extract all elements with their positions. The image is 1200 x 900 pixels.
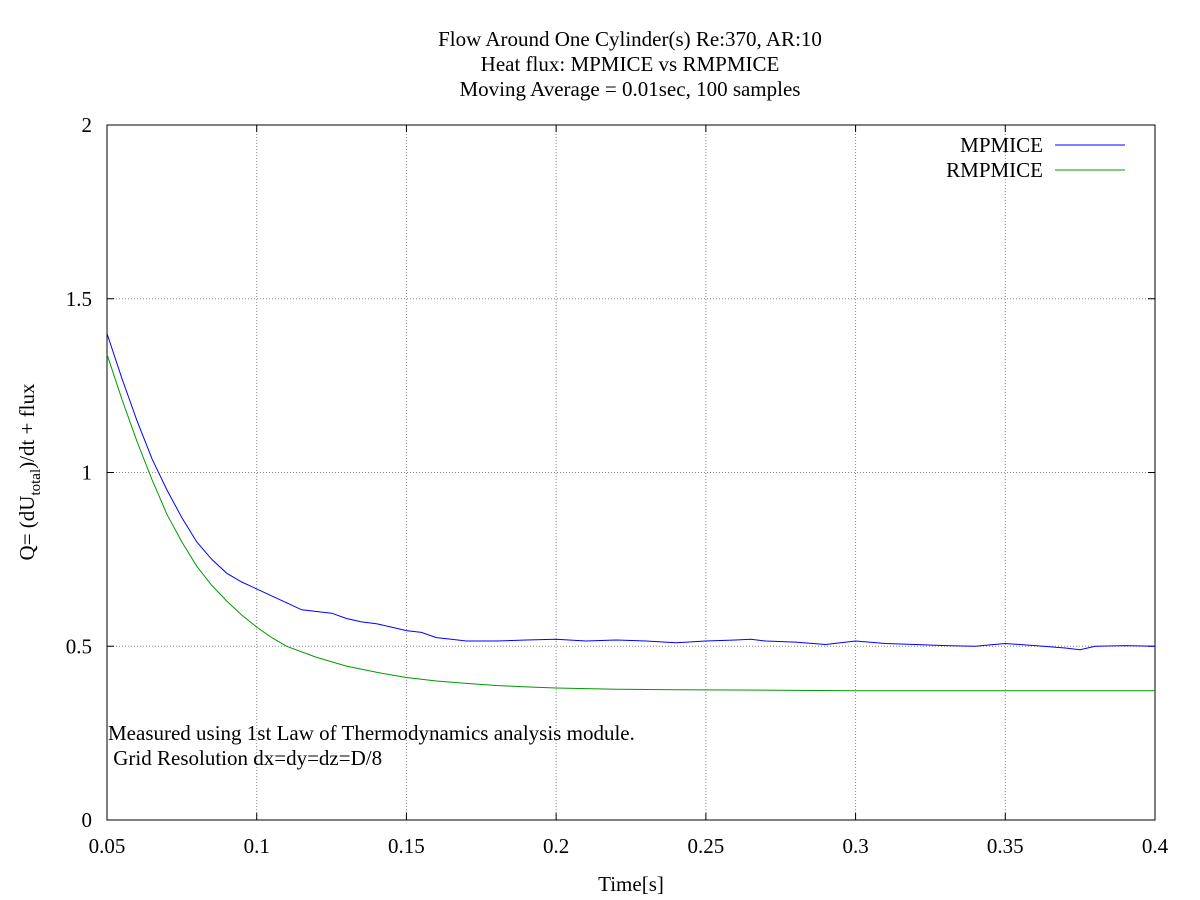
y-tick-label: 1.5 xyxy=(66,287,92,311)
series-line-rmpmice xyxy=(106,354,1155,692)
x-tick-label: 0.4 xyxy=(1142,834,1169,858)
annotation-line-2: Grid Resolution dx=dy=dz=D/8 xyxy=(108,746,382,770)
chart-title: Flow Around One Cylinder(s) Re:370, AR:1… xyxy=(438,27,822,101)
title-line-2: Heat flux: MPMICE vs RMPMICE xyxy=(481,52,780,76)
annotation-line-1: Measured using 1st Law of Thermodynamics… xyxy=(108,721,635,745)
legend-label-rmpmice: RMPMICE xyxy=(946,158,1043,182)
y-axis-label-suffix: )/dt + flux xyxy=(15,383,39,469)
series-line-mpmice xyxy=(106,333,1156,651)
x-tick-label: 0.2 xyxy=(543,834,569,858)
x-tick-label: 0.3 xyxy=(842,834,868,858)
y-tick-label: 0.5 xyxy=(66,634,92,658)
title-line-3: Moving Average = 0.01sec, 100 samples xyxy=(460,77,801,101)
y-tick-label: 2 xyxy=(82,113,93,137)
x-tick-label: 0.05 xyxy=(89,834,126,858)
grid-lines xyxy=(107,125,1155,820)
y-tick-label: 1 xyxy=(82,461,93,485)
x-tick-label: 0.15 xyxy=(388,834,425,858)
x-tick-label: 0.1 xyxy=(244,834,270,858)
y-axis-label-prefix: Q= (dU xyxy=(15,496,39,561)
title-line-1: Flow Around One Cylinder(s) Re:370, AR:1… xyxy=(438,27,822,51)
legend-label-mpmice: MPMICE xyxy=(960,133,1043,157)
y-axis-label: Q= (dUtotal)/dt + flux xyxy=(15,383,44,560)
plot-frame xyxy=(106,124,1156,821)
annotation: Measured using 1st Law of Thermodynamics… xyxy=(108,721,635,770)
legend: MPMICE RMPMICE xyxy=(946,133,1125,182)
data-series xyxy=(106,333,1156,692)
x-axis-label: Time[s] xyxy=(598,872,664,896)
y-tick-label: 0 xyxy=(82,808,93,832)
tick-labels: 0.05 0.1 0.15 0.2 0.25 0.3 0.35 0.4 0 0.5 1 1.5 2 xyxy=(66,113,1169,858)
x-tick-label: 0.25 xyxy=(687,834,724,858)
x-tick-label: 0.35 xyxy=(987,834,1024,858)
axis-ticks xyxy=(106,124,1156,821)
y-axis-label-subscript: total xyxy=(28,469,44,496)
